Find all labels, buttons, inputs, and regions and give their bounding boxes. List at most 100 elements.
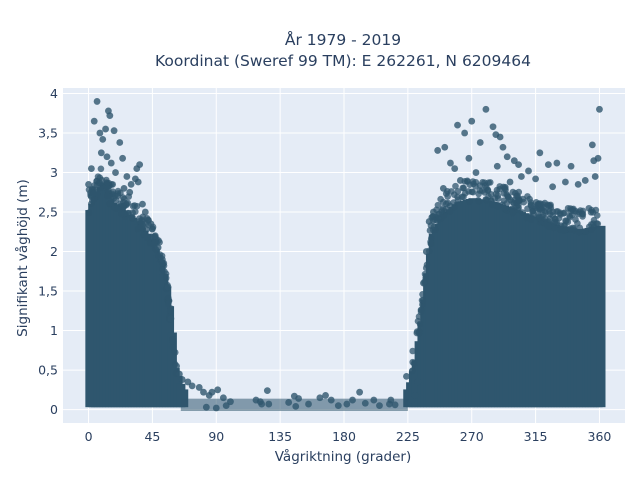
y-tick-label: 2,5 <box>38 205 58 220</box>
scatter-point <box>561 178 569 186</box>
scatter-point <box>525 167 532 175</box>
scatter-point <box>454 188 462 195</box>
scatter-point <box>576 224 584 232</box>
scatter-point <box>227 398 234 406</box>
x-tick-label: 90 <box>208 429 224 444</box>
scatter-point <box>96 179 104 186</box>
scatter-point <box>508 205 515 213</box>
y-tick-label: 1 <box>50 323 58 338</box>
scatter-point <box>97 165 105 173</box>
scatter-point <box>581 228 589 235</box>
scatter-point <box>509 188 517 196</box>
scatter-point <box>541 215 549 222</box>
scatter-point <box>475 196 482 204</box>
y-tick-label: 0 <box>50 402 58 417</box>
scatter-point <box>136 215 143 222</box>
scatter-point <box>97 149 105 157</box>
scatter-point <box>590 216 598 224</box>
scatter-point <box>139 200 146 208</box>
scatter-point <box>442 190 450 197</box>
scatter-point <box>536 149 544 157</box>
scatter-point <box>90 117 98 125</box>
scatter-point <box>426 227 434 234</box>
scatter-point <box>441 143 449 151</box>
scatter-point <box>128 214 136 222</box>
scatter-point <box>173 362 180 370</box>
y-tick-label: 0,5 <box>38 363 58 378</box>
scatter-point <box>501 185 509 192</box>
scatter-point <box>465 154 473 162</box>
scatter-point <box>501 205 509 213</box>
scatter-point <box>419 290 426 298</box>
scatter-point <box>165 300 172 307</box>
scatter-point <box>448 188 455 195</box>
scatter-point <box>458 193 466 201</box>
y-axis-title: Signifikant våghöjd (m) <box>14 179 31 337</box>
scatter-point <box>349 396 356 404</box>
scatter-point <box>123 173 131 180</box>
x-axis-ticks: 0 45 90 135 180 225 270 315 360 <box>85 429 612 444</box>
scatter-point <box>504 194 512 201</box>
y-tick-label: 3,5 <box>38 126 58 141</box>
scatter-point <box>451 165 459 172</box>
scatter-point <box>102 125 109 133</box>
scatter-point <box>413 328 421 335</box>
scatter-point <box>596 105 603 113</box>
y-axis-ticks: 0 0,5 1 1,5 2 2,5 3 3,5 4 <box>38 86 58 417</box>
scatter-point <box>403 372 410 380</box>
scatter-point <box>117 189 124 197</box>
scatter-point <box>158 266 166 273</box>
chart-title-line1: År 1979 - 2019 <box>285 30 401 49</box>
scatter-point <box>499 143 507 151</box>
scatter-point <box>482 105 490 113</box>
scatter-point <box>422 248 430 255</box>
scatter-point <box>420 279 427 287</box>
scatter-point <box>113 205 120 212</box>
scatter-point <box>90 190 97 197</box>
scatter-point <box>594 154 602 162</box>
scatter-point <box>493 186 501 194</box>
scatter-point <box>119 154 127 162</box>
scatter-point <box>361 399 369 407</box>
scatter-point <box>109 181 117 188</box>
scatter-point <box>120 210 128 217</box>
scatter-point <box>202 403 210 411</box>
scatter-point <box>541 199 549 207</box>
scatter-point <box>454 121 461 129</box>
scatter-point <box>409 347 416 355</box>
scatter-point <box>570 225 578 232</box>
scatter-point <box>446 208 454 215</box>
scatter-point <box>106 200 113 207</box>
scatter-point <box>106 112 114 120</box>
scatter-point <box>423 261 431 269</box>
scatter-point <box>421 270 429 278</box>
scatter-point <box>391 401 399 409</box>
x-tick-label: 360 <box>588 429 612 444</box>
scatter-point <box>334 402 342 410</box>
scatter-point <box>510 157 518 165</box>
scatter-point <box>464 178 471 185</box>
scatter-point <box>169 344 177 351</box>
scatter-point <box>574 180 582 188</box>
scatter-point <box>527 216 535 223</box>
scatter-point <box>285 399 293 406</box>
scatter-point <box>263 387 271 395</box>
scatter-point <box>472 169 480 176</box>
x-tick-label: 225 <box>396 429 420 444</box>
scatter-point <box>112 169 119 176</box>
scatter-point <box>305 400 312 408</box>
scatter-point <box>506 178 514 186</box>
scatter-point <box>322 391 329 399</box>
scatter-point <box>410 360 418 367</box>
x-tick-label: 315 <box>524 429 548 444</box>
scatter-point <box>343 400 351 408</box>
scatter-point <box>544 222 552 230</box>
y-tick-label: 3 <box>50 165 58 180</box>
scatter-point <box>96 174 104 181</box>
scatter-point <box>427 238 434 246</box>
scatter-point <box>475 190 482 198</box>
scatter-point <box>85 186 93 193</box>
scatter-point <box>107 159 115 167</box>
scatter-point <box>515 188 523 196</box>
